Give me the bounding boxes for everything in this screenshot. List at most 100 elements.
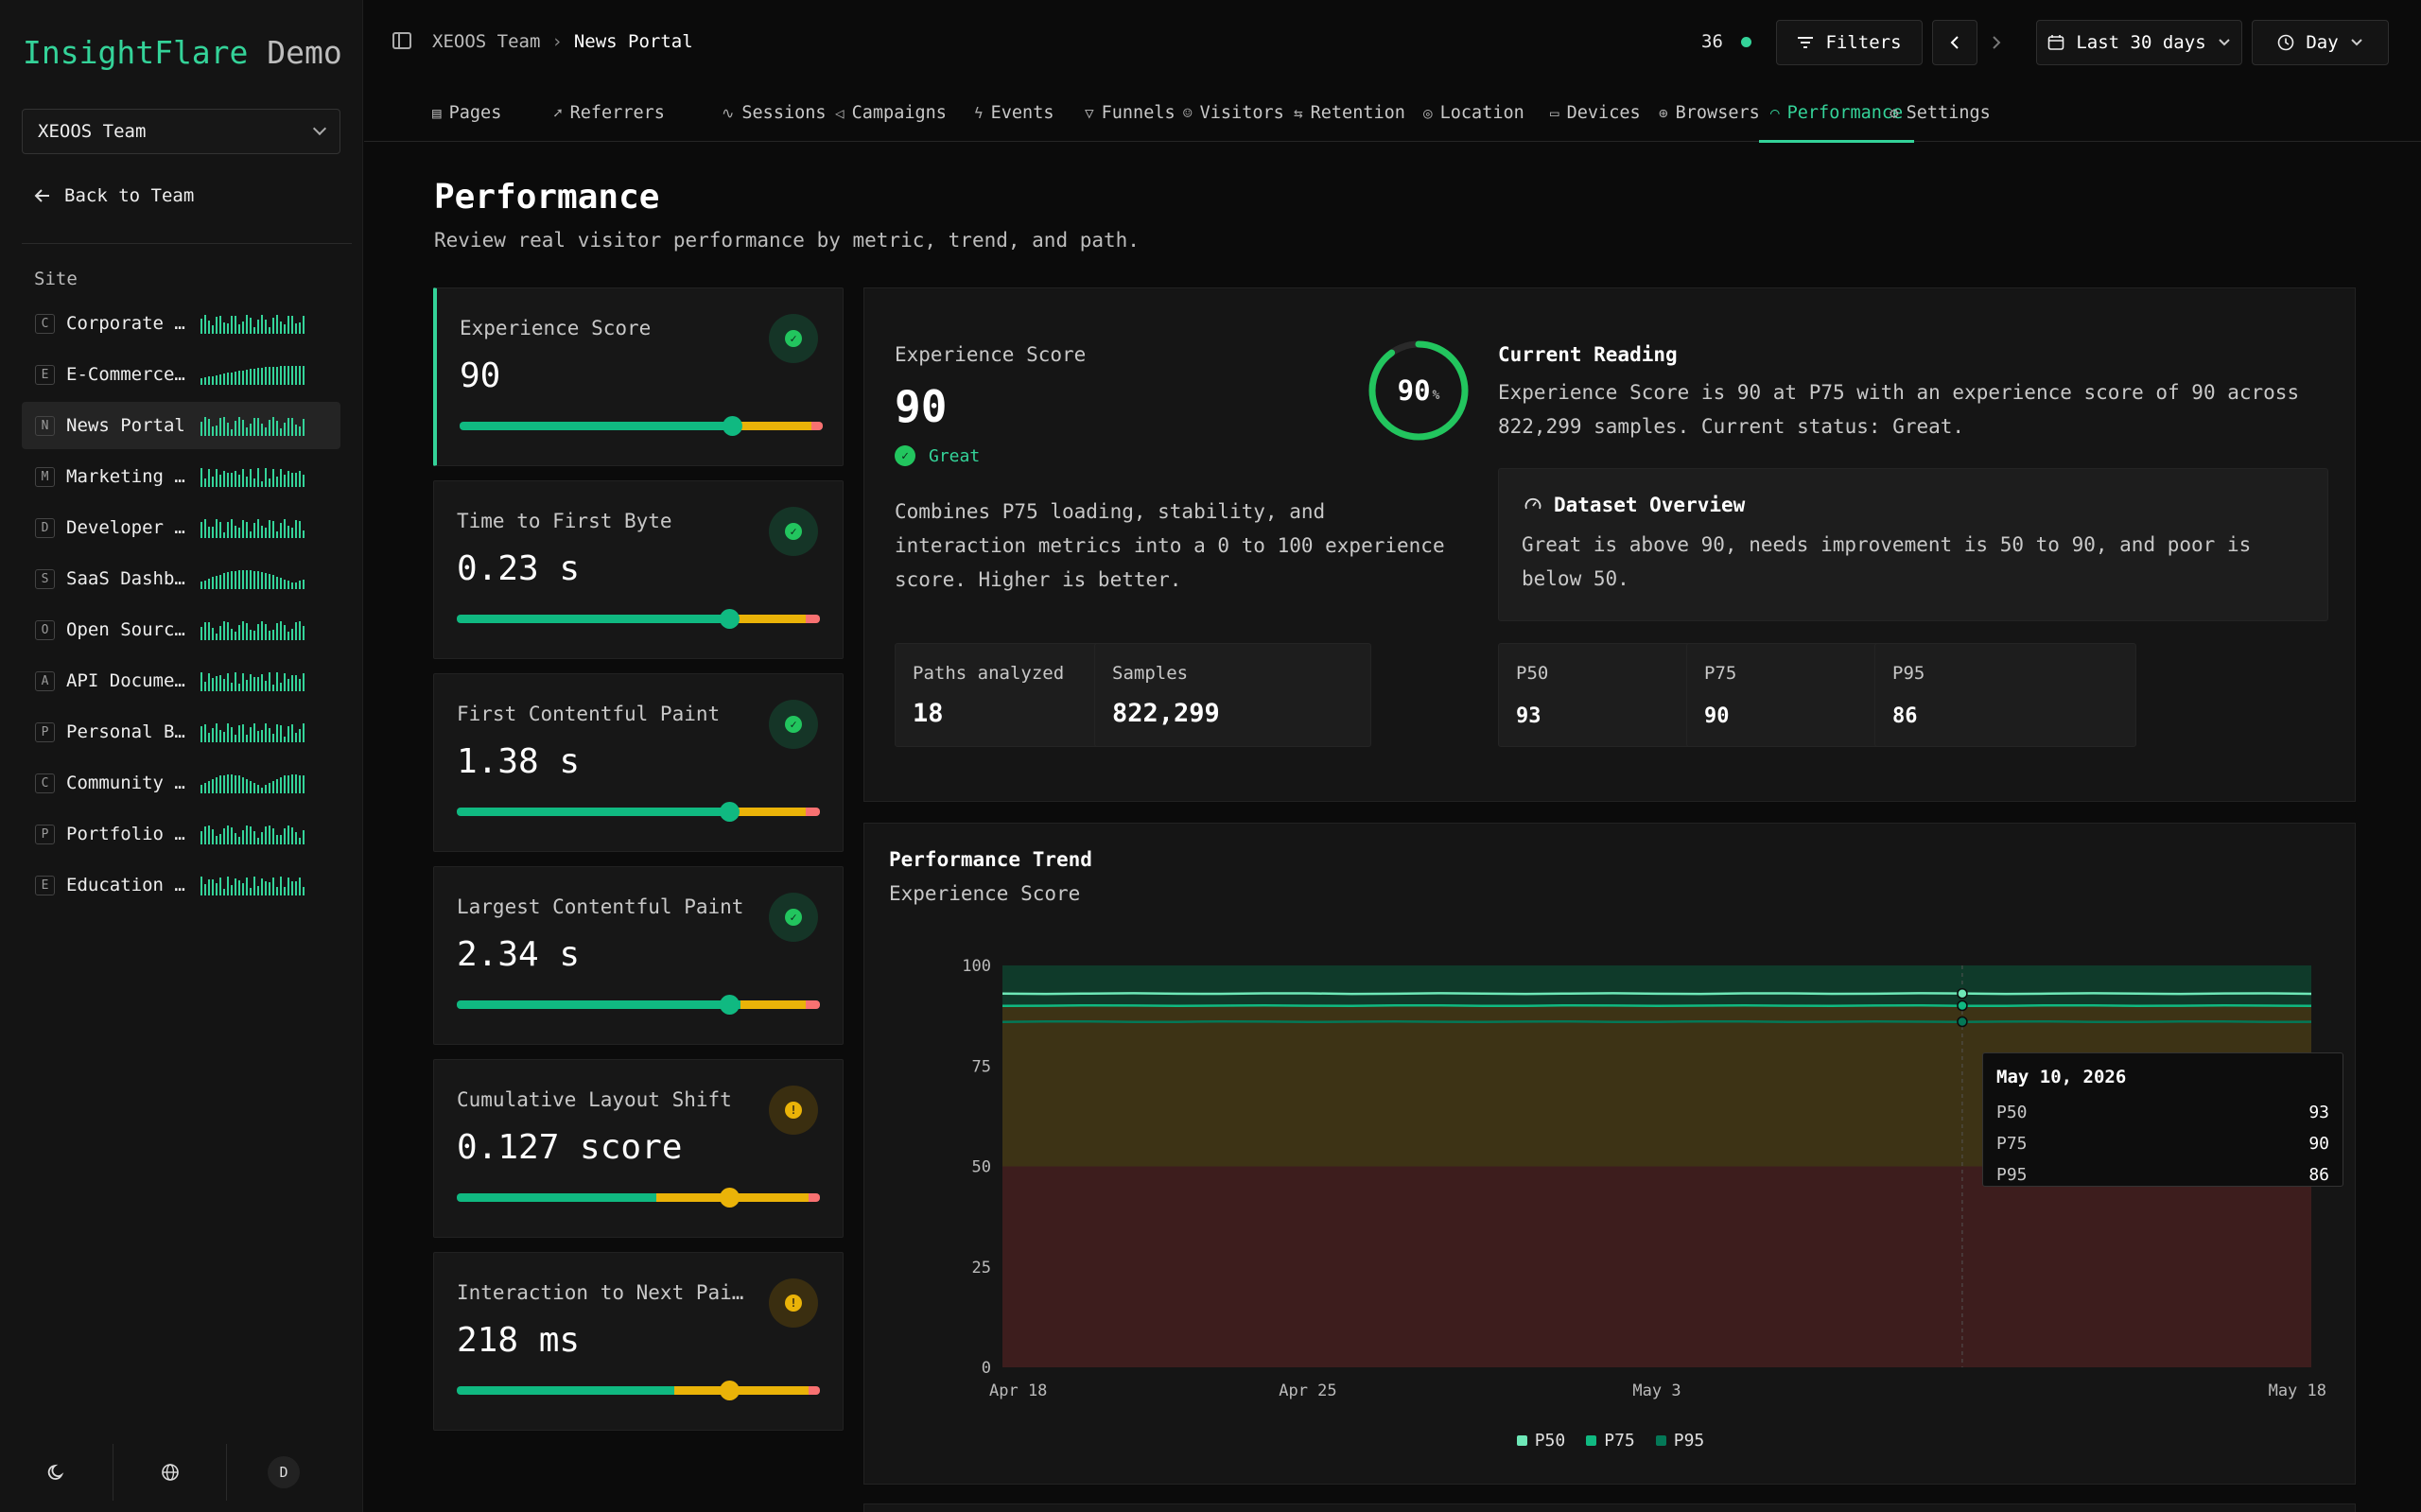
- sparkline-bar: [287, 316, 289, 334]
- sparkline-bar: [238, 570, 240, 589]
- sparkline-bar: [223, 573, 225, 589]
- sparkline-bar: [272, 630, 274, 640]
- site-sparkline: [200, 721, 305, 742]
- sparkline-bar: [238, 475, 240, 487]
- sparkline-bar: [212, 779, 214, 793]
- tab-campaigns[interactable]: ◁ Campaigns: [835, 83, 947, 142]
- check-circle-icon: ✓: [785, 909, 802, 926]
- metric-card[interactable]: Experience Score 90 ✓: [433, 287, 844, 466]
- language-button[interactable]: [113, 1444, 227, 1501]
- metric-card[interactable]: Cumulative Layout Shift 0.127 score!: [433, 1059, 844, 1238]
- tab-performance[interactable]: ◠ Performance: [1758, 83, 1915, 143]
- sparkline-bar: [238, 684, 240, 691]
- stat-label: P50: [1516, 663, 1549, 684]
- sparkline-bar: [280, 683, 282, 691]
- site-item[interactable]: E Education P…: [22, 861, 340, 909]
- site-name: API Documen…: [66, 670, 193, 691]
- gauge-value: 90%: [1366, 338, 1472, 443]
- site-item[interactable]: P Portfolio S…: [22, 810, 340, 858]
- site-item[interactable]: P Personal Bl…: [22, 708, 340, 756]
- sparkline-bar: [246, 826, 248, 844]
- legend-item-p50[interactable]: P50: [1516, 1431, 1565, 1451]
- breadcrumb-team[interactable]: XEOOS Team: [432, 31, 541, 52]
- hover-point-p95: [1957, 1016, 1968, 1028]
- sparkline-bar: [242, 322, 244, 334]
- tab-settings[interactable]: ⚙ Settings: [1890, 83, 1991, 142]
- site-name: Personal Bl…: [66, 721, 193, 742]
- metric-card[interactable]: Largest Contentful Paint 2.34 s ✓: [433, 866, 844, 1045]
- tab-funnels[interactable]: ▽ Funnels: [1085, 83, 1176, 142]
- sparkline-bar: [280, 877, 282, 895]
- sparkline-bar: [257, 468, 259, 487]
- tab-pages[interactable]: ▤ Pages: [432, 83, 501, 142]
- sparkline-bar: [204, 783, 206, 793]
- metric-card[interactable]: First Contentful Paint 1.38 s ✓: [433, 673, 844, 852]
- site-item[interactable]: D Developer D…: [22, 504, 340, 551]
- sparkline-bar: [246, 735, 248, 742]
- sidebar-toggle-icon[interactable]: [392, 32, 411, 49]
- sparkline-bar: [200, 319, 202, 334]
- tab-location[interactable]: ◎ Location: [1423, 83, 1524, 142]
- filters-button[interactable]: Filters: [1776, 20, 1923, 65]
- metric-threshold-bar: [457, 1381, 820, 1400]
- tab-devices[interactable]: ▭ Devices: [1550, 83, 1641, 142]
- sparkline-bar: [242, 883, 244, 895]
- metric-card[interactable]: Time to First Byte 0.23 s ✓: [433, 480, 844, 659]
- site-item[interactable]: S SaaS Dashbo…: [22, 555, 340, 602]
- theme-toggle-button[interactable]: [0, 1444, 113, 1501]
- tab-events[interactable]: ϟ Events: [974, 83, 1054, 142]
- sparkline-bar: [276, 835, 278, 844]
- sparkline-bar: [246, 370, 248, 385]
- sparkline-bar: [261, 674, 263, 691]
- sparkline-bar: [269, 420, 270, 436]
- sparkline-bar: [261, 621, 263, 640]
- tab-retention[interactable]: ⇆ Retention: [1294, 83, 1405, 142]
- tab-browsers[interactable]: ⊕ Browsers: [1659, 83, 1760, 142]
- site-item[interactable]: A API Documen…: [22, 657, 340, 704]
- site-item[interactable]: C Community F…: [22, 759, 340, 807]
- site-item[interactable]: O Open Source…: [22, 606, 340, 653]
- sparkline-bar: [295, 733, 297, 742]
- metric-label: Largest Contentful Paint: [457, 895, 744, 918]
- sparkline-bar: [250, 318, 252, 334]
- sparkline-bar: [280, 777, 282, 793]
- legend-item-p95[interactable]: P95: [1655, 1431, 1704, 1451]
- sparkline-bar: [204, 377, 206, 385]
- sparkline-bar: [280, 469, 282, 487]
- metric-value: 218 ms: [457, 1321, 581, 1360]
- interval-select[interactable]: Day: [2252, 20, 2389, 65]
- tab-referrers[interactable]: ➚ Referrers: [553, 83, 665, 142]
- sparkline-bar: [216, 836, 218, 844]
- site-item[interactable]: N News Portal: [22, 402, 340, 449]
- sparkline-bar: [269, 631, 270, 640]
- user-menu-button[interactable]: D: [227, 1444, 340, 1501]
- team-select[interactable]: XEOOS Team: [22, 109, 340, 154]
- next-period-button[interactable]: [1977, 20, 2015, 65]
- sparkline-bar: [204, 519, 206, 538]
- site-item[interactable]: E E-Commerce …: [22, 351, 340, 398]
- legend-item-p75[interactable]: P75: [1586, 1431, 1635, 1451]
- sparkline-bar: [212, 426, 214, 436]
- tab-visitors[interactable]: ☺ Visitors: [1183, 83, 1284, 142]
- sparkline-bar: [303, 316, 305, 334]
- site-item[interactable]: M Marketing L…: [22, 453, 340, 500]
- sparkline-bar: [287, 418, 289, 436]
- site-letter: D: [35, 517, 55, 538]
- site-item[interactable]: C Corporate W…: [22, 300, 340, 347]
- date-range-select[interactable]: Last 30 days: [2036, 20, 2242, 65]
- previous-period-button[interactable]: [1932, 20, 1977, 65]
- sparkline-bar: [219, 522, 221, 538]
- sparkline-bar: [219, 775, 221, 793]
- sparkline-bar: [253, 877, 255, 895]
- dataset-overview-title-row: Dataset Overview: [1524, 494, 1745, 516]
- back-to-team-link[interactable]: Back to Team: [34, 185, 194, 206]
- metric-card[interactable]: Interaction to Next Pai… 218 ms!: [433, 1252, 844, 1431]
- sparkline-bar: [212, 477, 214, 487]
- sparkline-bar: [295, 675, 297, 691]
- threshold-segment: [805, 1000, 820, 1009]
- brand-logo[interactable]: InsightFlare Demo: [23, 34, 342, 71]
- sparkline-bar: [261, 526, 263, 538]
- tab-sessions[interactable]: ∿ Sessions: [722, 83, 827, 142]
- tab-label: Funnels: [1101, 102, 1176, 123]
- site-letter: C: [35, 773, 55, 793]
